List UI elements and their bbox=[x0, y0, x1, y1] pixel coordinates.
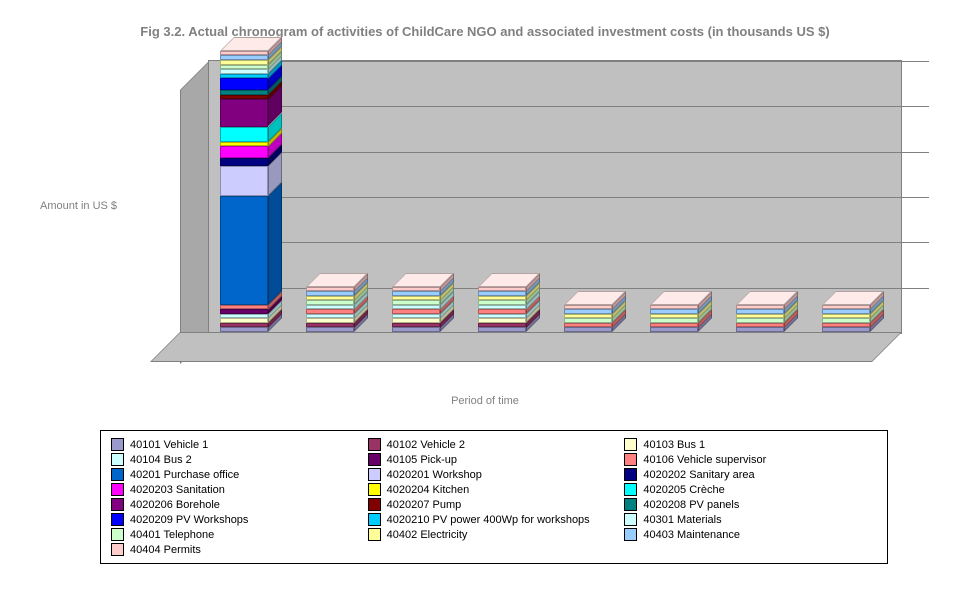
bar-column bbox=[478, 287, 526, 332]
y-axis-label: Amount in US $ bbox=[40, 200, 117, 212]
bar-column bbox=[736, 305, 784, 332]
bar-column bbox=[306, 287, 354, 332]
legend-item: 4020201 Workshop bbox=[366, 467, 623, 482]
legend-item: 4020205 Crèche bbox=[622, 482, 879, 497]
legend-item: 40104 Bus 2 bbox=[109, 452, 366, 467]
legend-item: 40404 Permits bbox=[109, 542, 366, 557]
legend-item: 40101 Vehicle 1 bbox=[109, 437, 366, 452]
bar-column bbox=[650, 305, 698, 332]
x-axis-label: Period of time bbox=[0, 395, 970, 407]
legend-item: 40201 Purchase office bbox=[109, 467, 366, 482]
legend-item: 4020210 PV power 400Wp for workshops bbox=[366, 512, 623, 527]
bar-column bbox=[220, 51, 268, 332]
chart-plot-area bbox=[180, 60, 900, 360]
legend-item: 40103 Bus 1 bbox=[622, 437, 879, 452]
chart-title: Fig 3.2. Actual chronogram of activities… bbox=[0, 24, 970, 39]
legend-item: 40102 Vehicle 2 bbox=[366, 437, 623, 452]
legend-item: 4020206 Borehole bbox=[109, 497, 366, 512]
legend-item: 4020207 Pump bbox=[366, 497, 623, 512]
legend-item bbox=[366, 542, 623, 557]
legend-item bbox=[622, 542, 879, 557]
legend-item: 40105 Pick-up bbox=[366, 452, 623, 467]
legend-item: 40301 Materials bbox=[622, 512, 879, 527]
legend-item: 40401 Telephone bbox=[109, 527, 366, 542]
legend-item: 4020203 Sanitation bbox=[109, 482, 366, 497]
legend-item: 4020202 Sanitary area bbox=[622, 467, 879, 482]
bar-column bbox=[822, 305, 870, 332]
bar-column bbox=[564, 305, 612, 332]
legend-item: 4020209 PV Workshops bbox=[109, 512, 366, 527]
legend-item: 4020208 PV panels bbox=[622, 497, 879, 512]
legend-item: 4020204 Kitchen bbox=[366, 482, 623, 497]
bar-column bbox=[392, 287, 440, 332]
legend-item: 40106 Vehicle supervisor bbox=[622, 452, 879, 467]
legend-item: 40403 Maintenance bbox=[622, 527, 879, 542]
legend-item: 40402 Electricity bbox=[366, 527, 623, 542]
chart-legend: 40101 Vehicle 140102 Vehicle 240103 Bus … bbox=[100, 430, 888, 564]
